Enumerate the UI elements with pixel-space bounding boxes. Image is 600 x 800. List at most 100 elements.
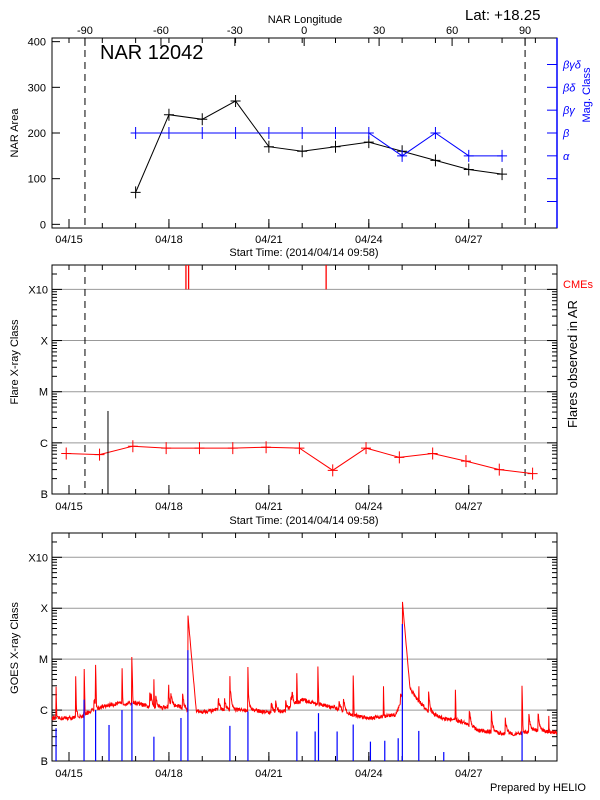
flare-class-point — [394, 451, 405, 464]
panel1-y2-axis-title: Mag. Class — [581, 67, 593, 123]
panel3-y-tick-label: C — [40, 705, 48, 717]
flare-class-point — [294, 442, 305, 455]
area-y-tick-label: 200 — [28, 128, 46, 140]
longitude-tick-label: -90 — [77, 25, 93, 37]
area-y-tick-label: 300 — [28, 82, 46, 94]
mag-class-line — [135, 132, 503, 157]
panel3-y-tick-label: X — [41, 603, 49, 615]
panel2-y-tick-label: M — [39, 387, 48, 399]
mag-class-point — [463, 149, 474, 162]
mag-class-point — [430, 127, 441, 139]
mag-class-tick-label: βγδ — [562, 59, 582, 71]
panel3-x-tick-label: 04/24 — [355, 768, 383, 780]
nar-area-point — [497, 168, 508, 181]
panel1-x-tick-label: 04/15 — [55, 234, 83, 246]
panel2-y-tick-label: B — [41, 489, 48, 501]
panel2-x-tick-label: 04/15 — [55, 501, 83, 513]
flare-class-point — [427, 447, 438, 460]
cme-label: CMEs — [563, 279, 593, 291]
mag-class-tick-label: α — [563, 151, 570, 163]
panel2-y-tick-label: X — [41, 336, 49, 348]
panel3-x-tick-label: 04/15 — [55, 768, 83, 780]
panel3-x-tick-label: 04/27 — [455, 768, 483, 780]
panel2-x-tick-label: 04/27 — [455, 501, 483, 513]
flare-class-point — [227, 442, 238, 455]
flare-class-point — [327, 464, 338, 477]
panel2-x-tick-label: 04/18 — [155, 501, 183, 513]
longitude-tick-label: 30 — [373, 25, 385, 37]
area-y-tick-label: 100 — [28, 174, 46, 186]
panel1-x-axis-title: Start Time: (2014/04/14 09:58) — [229, 247, 378, 259]
panel3-y-tick-label: X10 — [28, 552, 48, 564]
panel1-x-tick-label: 04/18 — [155, 234, 183, 246]
mag-class-point — [497, 149, 508, 162]
flare-class-point — [127, 440, 138, 453]
flare-class-point — [94, 448, 105, 461]
nar-area-point — [463, 163, 474, 176]
mag-class-point — [330, 127, 341, 139]
longitude-tick-label: 0 — [301, 25, 307, 37]
panel3-y-axis-title: GOES X-ray Class — [9, 602, 21, 694]
panel3-x-tick-label: 04/21 — [255, 768, 283, 780]
panel2-y-tick-label: X10 — [28, 284, 48, 296]
lat-label: Lat: +18.25 — [465, 7, 540, 24]
nar-area-panel: 04/15 04/18 04/21 04/24 04/270100200300400-9… — [28, 25, 582, 246]
panel2-x-tick-label: 04/24 — [355, 501, 383, 513]
panel2-y-axis-title: Flare X-ray Class — [9, 319, 21, 404]
panel3-frame — [51, 532, 558, 762]
area-y-tick-label: 0 — [40, 219, 46, 231]
nar-area-line — [135, 100, 503, 193]
longitude-tick-label: -60 — [153, 25, 169, 37]
nar-area-point — [197, 113, 208, 126]
longitude-tick-label: 90 — [519, 25, 531, 37]
panel2-y-tick-label: C — [40, 438, 48, 450]
longitude-tick-label: -30 — [227, 25, 243, 37]
mag-class-point — [230, 127, 241, 139]
flare-class-panel: B C M X X10 04/15 04/18 04/21 04/24 04/27 — [28, 264, 558, 513]
flare-class-point — [361, 442, 372, 455]
mag-class-point — [263, 127, 274, 139]
panel3-y-tick-label: M — [39, 654, 48, 666]
nar-area-point — [330, 140, 341, 153]
mag-class-tick-label: β — [562, 128, 570, 140]
nar-area-point — [130, 186, 141, 199]
panel2-x-axis-title: Start Time: (2014/04/14 09:58) — [229, 515, 378, 527]
panel1-x-tick-label: 04/27 — [455, 234, 483, 246]
mag-class-point — [130, 127, 141, 139]
nar-area-point — [297, 145, 308, 158]
chart-title: NAR 12042 — [100, 42, 203, 64]
panel2-frame — [51, 264, 558, 495]
nar-area-point — [430, 154, 441, 167]
panel3-x-tick-label: 04/18 — [155, 768, 183, 780]
mag-class-tick-label: βγ — [562, 105, 576, 117]
flare-class-point — [261, 441, 272, 454]
mag-class-point — [397, 149, 408, 162]
mag-class-point — [297, 127, 308, 139]
mag-class-point — [163, 127, 174, 139]
mag-class-point — [197, 127, 208, 139]
nar-area-point — [163, 108, 174, 121]
flare-class-point — [527, 467, 538, 480]
panel1-x-tick-label: 04/24 — [355, 234, 383, 246]
mag-class-tick-label: βδ — [562, 82, 576, 94]
flare-class-point — [460, 455, 471, 468]
goes-long-channel-trace — [51, 601, 558, 737]
flare-class-point — [494, 463, 505, 476]
longitude-tick-label: 60 — [446, 25, 458, 37]
panel1-x-tick-label: 04/21 — [255, 234, 283, 246]
nar-area-point — [230, 95, 241, 108]
panel3-y-tick-label: B — [41, 756, 48, 768]
nar-area-point — [263, 140, 274, 153]
flare-class-point — [194, 442, 205, 455]
mag-class-point — [363, 127, 374, 139]
flare-class-point — [61, 447, 72, 460]
flare-class-point — [161, 442, 172, 455]
footer-credit: Prepared by HELIO — [490, 782, 586, 794]
panel1-y-axis-title: NAR Area — [9, 108, 21, 158]
goes-xray-panel: B C M X X10 04/15 04/18 04/21 04/24 04/27 — [28, 532, 558, 780]
panel2-x-tick-label: 04/21 — [255, 501, 283, 513]
top-axis-title: NAR Longitude — [268, 14, 343, 26]
panel2-y2-axis-title: Flares observed in AR — [565, 300, 580, 428]
area-y-tick-label: 400 — [28, 37, 46, 49]
